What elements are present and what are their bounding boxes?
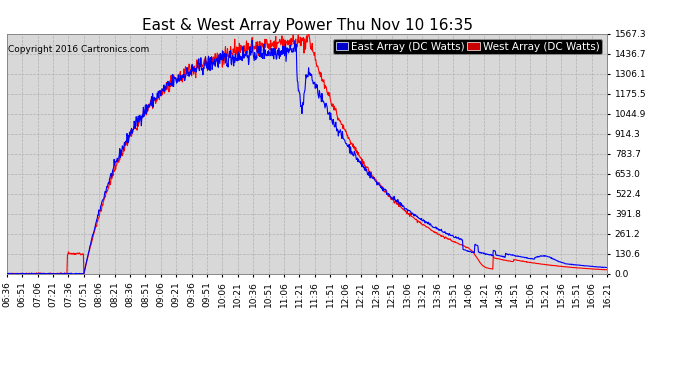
Title: East & West Array Power Thu Nov 10 16:35: East & West Array Power Thu Nov 10 16:35 bbox=[141, 18, 473, 33]
Text: Copyright 2016 Cartronics.com: Copyright 2016 Cartronics.com bbox=[8, 45, 150, 54]
Legend: East Array (DC Watts), West Array (DC Watts): East Array (DC Watts), West Array (DC Wa… bbox=[333, 39, 602, 54]
